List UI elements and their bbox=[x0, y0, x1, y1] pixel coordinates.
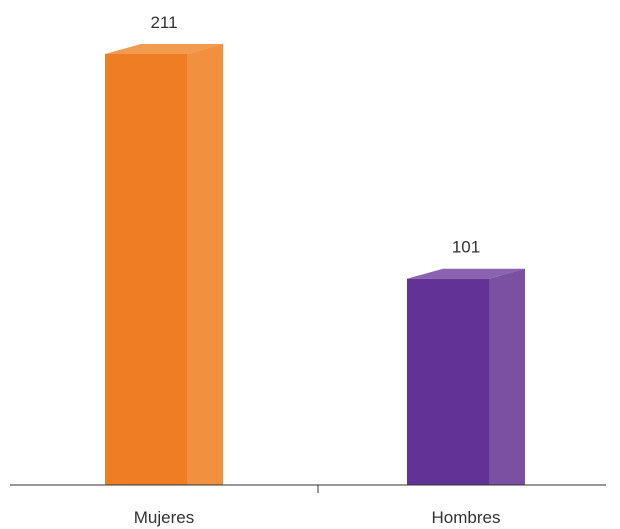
data-label-hombres: 101 bbox=[452, 238, 480, 257]
bar-top-mujeres bbox=[105, 44, 223, 54]
bars-layer bbox=[105, 44, 525, 485]
data-label-mujeres: 211 bbox=[150, 13, 177, 32]
x-tick-label-mujeres: Mujeres bbox=[134, 508, 194, 527]
bar-mujeres bbox=[105, 44, 223, 485]
bar-front-hombres bbox=[407, 278, 489, 485]
bar-side-hombres bbox=[489, 268, 525, 485]
bar-top-hombres bbox=[407, 268, 525, 279]
bar-side-mujeres bbox=[187, 44, 223, 485]
labels-layer: 211 Mujeres 101 Hombres bbox=[134, 13, 501, 527]
x-tick-label-hombres: Hombres bbox=[432, 508, 501, 527]
bar-hombres bbox=[407, 268, 525, 485]
bar-front-mujeres bbox=[105, 54, 187, 485]
